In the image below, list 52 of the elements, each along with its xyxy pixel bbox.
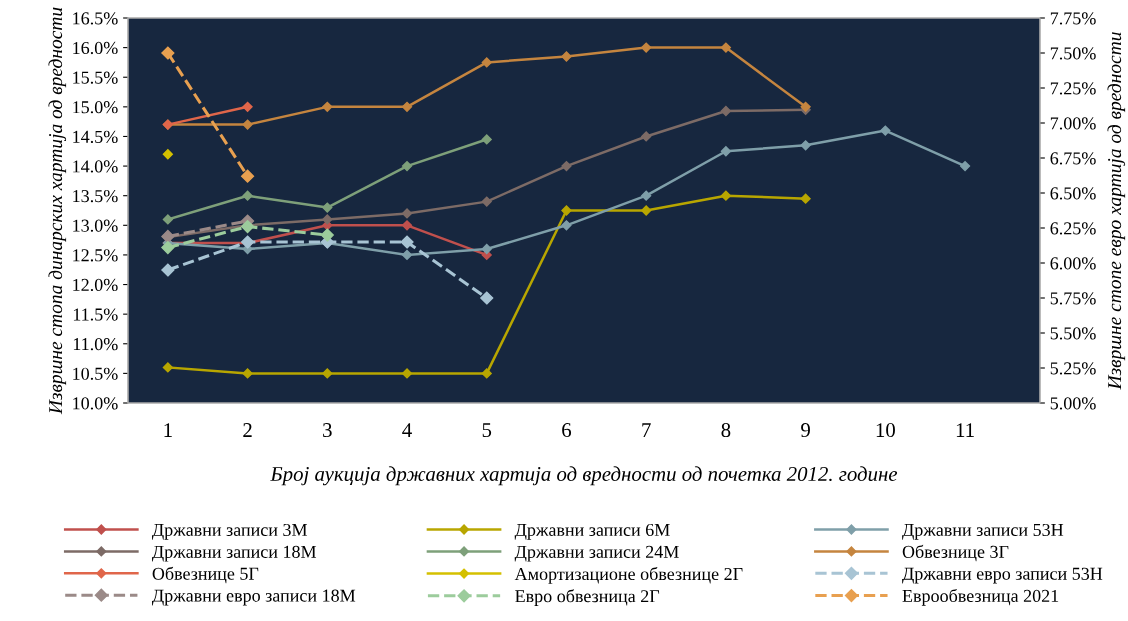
y-tick-label: 10.5% [73, 367, 118, 380]
y-tick-label: 10.0% [73, 397, 118, 410]
y-tick-label: 16.0% [73, 41, 118, 55]
legend-label: Државни записи 53Н [902, 523, 1064, 540]
legend-label: Државни евро записи 18М [151, 589, 356, 606]
y-tick-label: 15.5% [73, 71, 118, 84]
legend-label: Државни евро записи 53Н [902, 567, 1103, 584]
y-tick-label: 12.5% [73, 249, 118, 262]
x-tick-label: 10 [876, 423, 895, 438]
y-tick-label: 11.0% [73, 338, 118, 351]
y2-tick-label: 6.75% [1050, 152, 1096, 165]
x-axis-title: Број аукција државних хартија од вредности од почетка 2012. године [270, 466, 898, 486]
y2-tick-label: 5.75% [1050, 292, 1096, 305]
y2-tick-label: 6.00% [1050, 257, 1096, 270]
y2-tick-label: 6.25% [1050, 222, 1096, 235]
y-tick-label: 13.0% [73, 219, 118, 232]
y2-tick-label: 7.75% [1050, 12, 1096, 25]
legend-label: Амортизационе обвезнице 2Г [514, 567, 743, 584]
legend-label: Евро обвезница 2Г [515, 589, 660, 606]
legend-label: Државни записи 24М [514, 545, 679, 562]
x-tick-label: 4 [402, 423, 412, 437]
y-tick-label: 14.5% [73, 130, 118, 143]
y2-tick-label: 7.00% [1050, 117, 1096, 130]
legend-label: Еврообвезница 2021 [902, 588, 1059, 606]
legend-label: Обвезнице 3Г [902, 544, 1009, 562]
y2-tick-label: 5.25% [1050, 362, 1096, 375]
x-tick-label: 9 [801, 423, 810, 438]
y-tick-label: 11.5% [73, 308, 118, 321]
x-tick-label: 11 [956, 423, 974, 437]
y-tick-label: 13.5% [73, 189, 118, 203]
x-tick-label: 1 [164, 423, 172, 437]
legend-label: Државни записи 3М [151, 523, 308, 540]
y-tick-label: 15.0% [73, 101, 118, 114]
y2-tick-label: 6.50% [1050, 187, 1096, 200]
y-tick-label: 12.0% [73, 278, 118, 292]
x-tick-label: 8 [721, 423, 731, 438]
legend-label: Државни записи 6М [514, 523, 670, 540]
x-tick-label: 5 [482, 423, 492, 438]
legend-label: Државни записи 18М [151, 545, 317, 562]
y2-tick-label: 5.50% [1050, 327, 1096, 340]
x-tick-label: 3 [323, 423, 332, 438]
x-tick-label: 2 [243, 423, 252, 437]
y2-axis-title: Извршне стопе евро хартија од вредности [1107, 32, 1126, 390]
y-tick-label: 16.5% [73, 12, 118, 25]
y2-tick-label: 7.25% [1050, 82, 1096, 95]
y2-tick-label: 7.50% [1050, 47, 1096, 60]
x-tick-label: 6 [562, 423, 572, 438]
y-tick-label: 14.0% [73, 160, 118, 173]
y2-tick-label: 5.00% [1050, 397, 1096, 410]
y-axis-title: Извршне стопа динарских хартија од вредности [48, 7, 67, 415]
legend-label: Обвезнице 5Г [152, 566, 259, 584]
x-tick-label: 7 [642, 423, 651, 437]
